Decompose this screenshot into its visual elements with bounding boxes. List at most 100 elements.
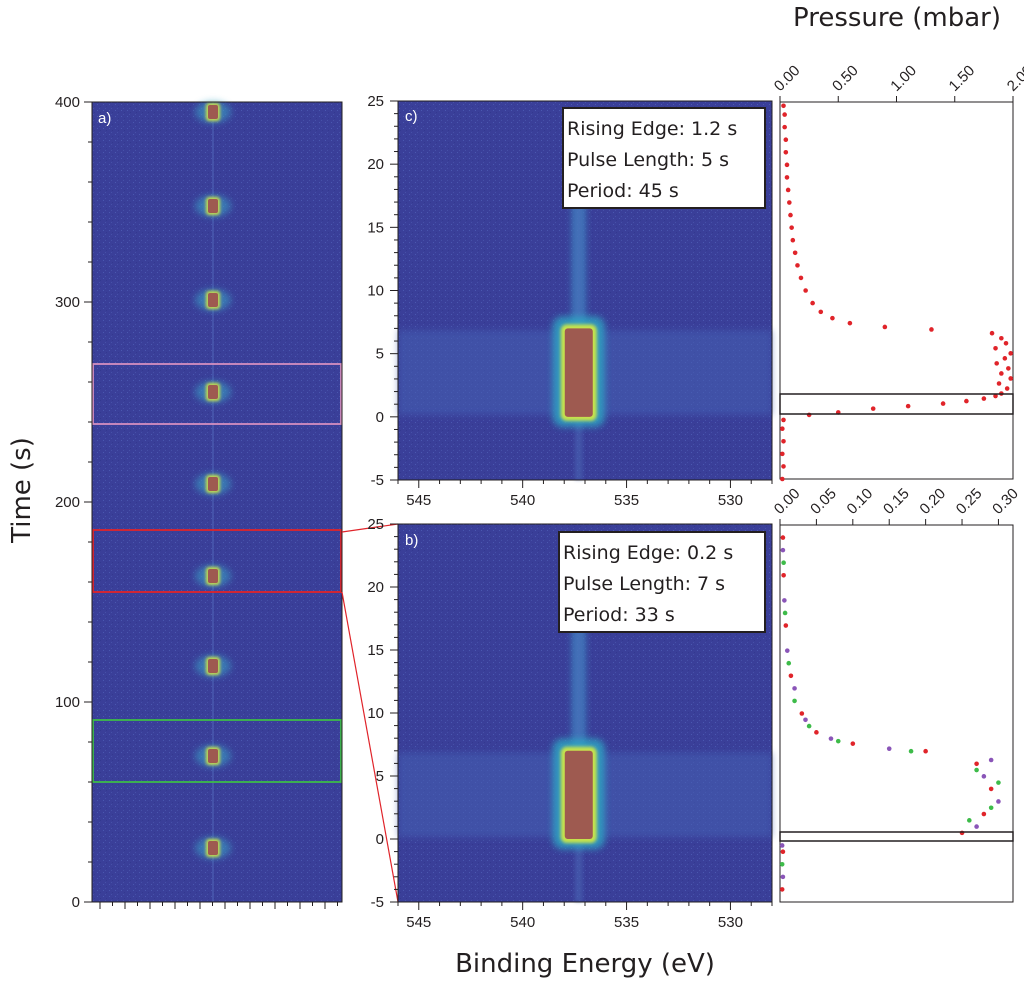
pressure-bottom-points <box>779 535 1001 892</box>
pt-point-red <box>1002 356 1008 361</box>
panel-a-y-ticks: 0 100 200 300 400 <box>55 94 92 911</box>
panel-c-info-line-2: Pulse Length: 5 s <box>567 149 729 171</box>
pb-point-purple <box>784 648 790 653</box>
pressure-bottom-panel: 0.00 0.05 0.10 0.15 0.20 0.25 0.30 <box>771 485 1022 903</box>
a-y-tick-label: 300 <box>55 294 80 311</box>
pressure-bottom-frame <box>779 524 1014 903</box>
panel-a-pulse <box>195 195 231 217</box>
pb-point-green <box>974 767 979 773</box>
pressure-top-rising-box <box>779 393 1014 415</box>
panel-c-info-box: Rising Edge: 1.2 s Pulse Length: 5 s Per… <box>562 107 766 209</box>
panel-c-info-line-3: Period: 45 s <box>567 180 679 202</box>
panel-a-pulse <box>195 101 231 123</box>
pt-point-red <box>780 426 785 432</box>
b-x-tick-label: 540 <box>510 914 535 931</box>
c-y-tick-label: 25 <box>367 93 384 110</box>
pt-point-red <box>905 403 911 409</box>
pt-tick-label: 1.50 <box>946 62 979 95</box>
pulse-core <box>208 659 218 673</box>
pb-tick-label: 0.25 <box>953 485 986 518</box>
b-y-tick-label: 25 <box>367 516 384 533</box>
pb-tick-label: 0.15 <box>880 485 913 518</box>
pb-point-green <box>988 805 994 811</box>
pt-point-red <box>785 187 791 193</box>
pt-point-red <box>1006 366 1011 371</box>
pb-point-purple <box>996 799 1001 804</box>
pt-point-red <box>782 124 787 130</box>
b-y-tick-label: 15 <box>367 642 384 659</box>
c-x-tick-label: 535 <box>614 492 639 509</box>
panel-a-pulse <box>195 473 231 495</box>
panel-b-info-line-1: Rising Edge: 0.2 s <box>563 542 733 564</box>
panel-b-info-line-3: Period: 33 s <box>563 604 675 626</box>
pulse-core <box>208 841 218 855</box>
pt-tick-label: 2.00 <box>1004 62 1024 95</box>
pt-point-red <box>996 381 1002 386</box>
panel-b-info-box: Rising Edge: 0.2 s Pulse Length: 7 s Per… <box>558 531 766 633</box>
pt-point-red <box>790 237 796 243</box>
panel-a-highlights <box>92 363 342 783</box>
pb-point-red <box>988 786 994 792</box>
panel-a-label: a) <box>98 110 111 127</box>
pt-point-red <box>803 288 808 293</box>
panel-b-label: b) <box>405 532 418 549</box>
pt-tick-label: 0.50 <box>829 62 862 95</box>
a-y-tick-label: 100 <box>55 694 80 711</box>
a-y-tick-label: 0 <box>72 894 80 911</box>
pb-point-green <box>806 723 812 729</box>
pb-point-purple <box>803 717 808 723</box>
pt-point-red <box>795 263 800 268</box>
pt-point-red <box>781 417 786 423</box>
pt-point-red <box>787 200 792 205</box>
pt-point-red <box>810 300 815 306</box>
pt-point-red <box>788 212 793 218</box>
panel-a-pulses <box>195 101 231 859</box>
pb-point-green <box>782 610 788 616</box>
c-y-tick-label: 10 <box>367 283 384 300</box>
c-y-tick-label: 5 <box>376 346 384 363</box>
panel-c: -5 0 5 10 15 20 25 545 540 535 530 c) Rising Edge… <box>367 93 773 509</box>
pressure-axis-title: Pressure (mbar) <box>793 3 1001 33</box>
panel-c-info-box-bg <box>562 107 766 209</box>
panel-a-x-ticks <box>99 902 338 909</box>
pb-point-red <box>974 761 979 767</box>
pb-tick-label: 0.20 <box>916 485 949 518</box>
pressure-top-frame <box>779 101 1014 480</box>
highlight-pink <box>92 363 342 425</box>
pb-point-red <box>779 887 785 892</box>
pt-point-red <box>789 225 794 230</box>
panel-a-plot-area <box>92 102 342 902</box>
pulse-core <box>208 293 218 307</box>
panel-b-y-ticks: -5 0 5 10 15 20 25 <box>367 516 398 911</box>
pb-point-green <box>792 698 797 704</box>
pb-tick-label: 0.00 <box>771 485 804 518</box>
pt-point-red <box>784 162 790 168</box>
pt-point-red <box>870 406 876 411</box>
panel-a-pulse <box>195 289 231 311</box>
a-y-tick-label: 200 <box>55 494 80 511</box>
pt-point-red <box>993 393 998 399</box>
pt-point-red <box>999 371 1004 376</box>
pressure-top-points <box>780 103 1013 482</box>
panel-c-heat <box>398 161 772 480</box>
panel-a-pulse <box>195 381 231 403</box>
pt-point-red <box>783 137 789 142</box>
pulse-core <box>208 199 218 213</box>
pb-point-purple <box>974 824 979 829</box>
panel-b: -5 0 5 10 15 20 25 545 540 535 530 b) Rising Edge… <box>367 516 773 931</box>
pt-point-red <box>781 103 786 109</box>
pb-point-green <box>908 748 914 754</box>
b-y-tick-label: 20 <box>367 579 384 596</box>
panel-c-info-line-1: Rising Edge: 1.2 s <box>567 118 737 140</box>
pt-point-red <box>940 401 946 406</box>
zoom-connector-top <box>341 523 399 533</box>
pulse-core <box>208 477 218 491</box>
pb-point-purple <box>828 736 834 741</box>
panel-b-x-ticks: 545 540 535 530 <box>397 902 773 931</box>
pb-point-purple <box>782 598 787 603</box>
pt-point-red <box>994 361 999 366</box>
pt-point-red <box>1004 386 1010 391</box>
b-y-tick-label: 0 <box>376 831 384 848</box>
pt-point-red <box>780 476 785 482</box>
